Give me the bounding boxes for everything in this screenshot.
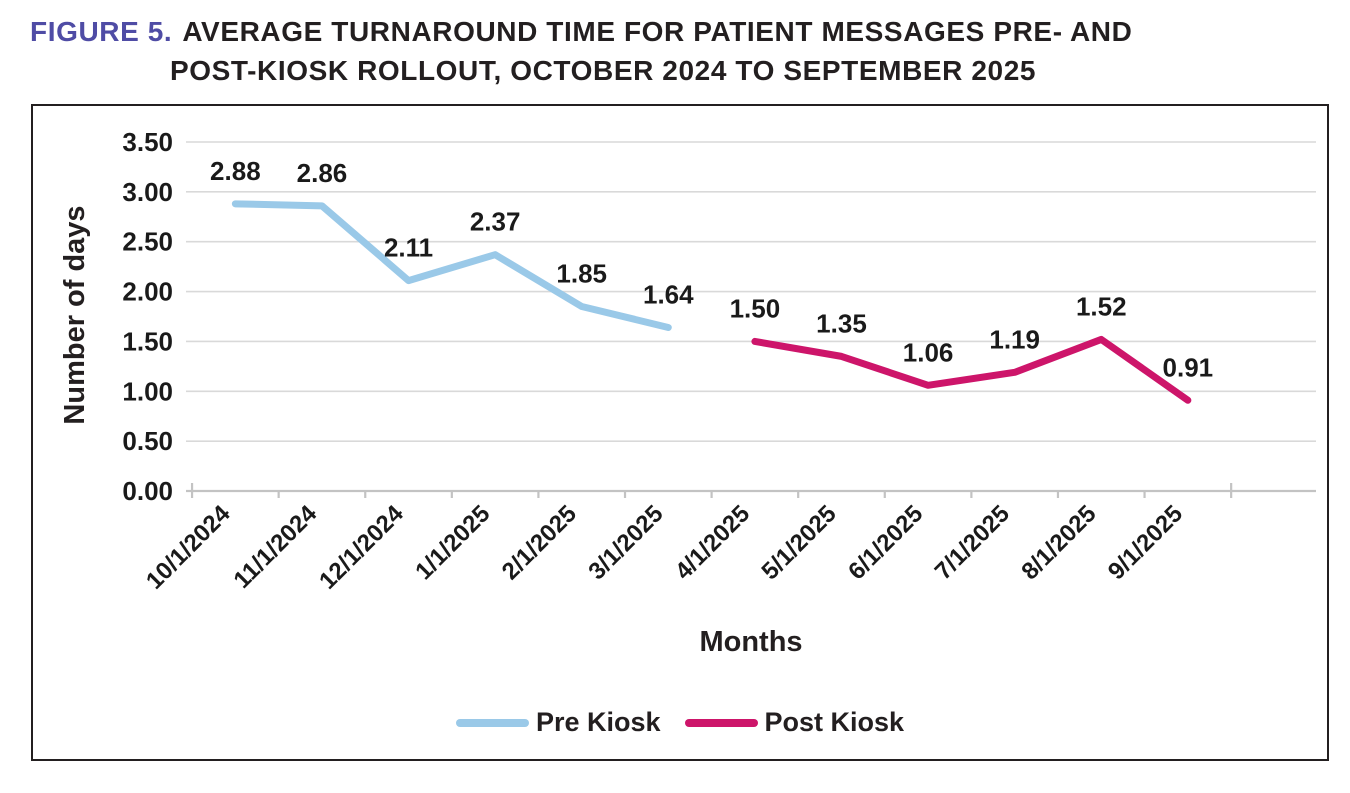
legend-item-post-kiosk: Post Kiosk bbox=[684, 707, 905, 738]
post-kiosk-line bbox=[751, 335, 1192, 404]
x-category-label: 6/1/2025 bbox=[843, 500, 928, 585]
post-kiosk-data-labels: 1.50 1.35 1.06 1.19 1.52 0.91 bbox=[730, 291, 1214, 382]
legend-label-post-kiosk: Post Kiosk bbox=[764, 707, 905, 737]
data-label: 2.37 bbox=[470, 207, 521, 237]
pre-kiosk-line-swatch bbox=[455, 718, 529, 727]
data-label: 1.06 bbox=[903, 337, 954, 367]
figure-label: FIGURE 5. bbox=[30, 16, 173, 47]
y-tick-label: 3.00 bbox=[122, 177, 173, 207]
x-category-label: 8/1/2025 bbox=[1016, 500, 1101, 585]
chart-frame: 0.00 0.50 1.00 1.50 2.00 2.50 3.00 3.50 10/1/202… bbox=[31, 104, 1329, 761]
legend: Pre Kiosk Post Kiosk bbox=[33, 707, 1327, 738]
figure-title-line1: FIGURE 5. AVERAGE TURNAROUND TIME FOR PAT… bbox=[30, 12, 1132, 51]
x-category-label: 3/1/2025 bbox=[583, 500, 668, 585]
y-tick-label: 1.00 bbox=[122, 376, 173, 406]
y-axis-title: Number of days bbox=[59, 205, 91, 425]
data-label: 1.19 bbox=[989, 324, 1040, 354]
x-category-label: 4/1/2025 bbox=[670, 500, 755, 585]
gridlines bbox=[186, 141, 1316, 442]
x-category-label: 12/1/2024 bbox=[314, 500, 409, 595]
figure-title: FIGURE 5. AVERAGE TURNAROUND TIME FOR PAT… bbox=[30, 12, 1132, 90]
data-label: 1.35 bbox=[816, 308, 867, 338]
y-tick-label: 1.50 bbox=[122, 326, 173, 356]
figure-title-line1-text: AVERAGE TURNAROUND TIME FOR PATIENT MESS… bbox=[182, 16, 1133, 47]
x-axis bbox=[186, 483, 1316, 498]
data-label: 2.11 bbox=[384, 233, 433, 263]
legend-label-pre-kiosk: Pre Kiosk bbox=[535, 707, 661, 737]
x-category-label: 1/1/2025 bbox=[410, 500, 495, 585]
data-label: 1.50 bbox=[730, 293, 781, 323]
y-tick-label: 2.00 bbox=[122, 277, 173, 307]
pre-kiosk-data-labels: 2.88 2.86 2.11 2.37 1.85 1.64 bbox=[210, 156, 694, 310]
x-category-label: 9/1/2025 bbox=[1103, 500, 1188, 585]
legend-item-pre-kiosk: Pre Kiosk bbox=[455, 707, 661, 738]
x-category-label: 7/1/2025 bbox=[930, 500, 1015, 585]
pre-kiosk-line bbox=[231, 200, 672, 331]
y-tick-label: 0.00 bbox=[122, 476, 173, 506]
y-tick-labels: 0.00 0.50 1.00 1.50 2.00 2.50 3.00 3.50 bbox=[122, 127, 173, 506]
x-category-label: 11/1/2024 bbox=[229, 500, 323, 594]
y-tick-label: 2.50 bbox=[122, 227, 173, 257]
data-label: 2.86 bbox=[297, 158, 348, 188]
x-axis-title: Months bbox=[699, 626, 803, 658]
y-tick-label: 0.50 bbox=[122, 426, 173, 456]
data-label: 1.52 bbox=[1076, 291, 1127, 321]
data-label: 1.85 bbox=[556, 259, 607, 289]
x-category-label: 5/1/2025 bbox=[757, 500, 842, 585]
x-category-label: 10/1/2024 bbox=[141, 500, 236, 595]
figure-title-line2: POST-KIOSK ROLLOUT, OCTOBER 2024 TO SEPT… bbox=[170, 55, 1037, 86]
y-tick-label: 3.50 bbox=[122, 127, 173, 157]
x-category-label: 2/1/2025 bbox=[497, 500, 582, 585]
post-kiosk-line-swatch bbox=[684, 718, 758, 727]
data-label: 1.64 bbox=[643, 279, 694, 309]
data-label: 2.88 bbox=[210, 156, 261, 186]
line-chart: 0.00 0.50 1.00 1.50 2.00 2.50 3.00 3.50 10/1/202… bbox=[122, 127, 1316, 595]
data-label: 0.91 bbox=[1163, 352, 1214, 382]
